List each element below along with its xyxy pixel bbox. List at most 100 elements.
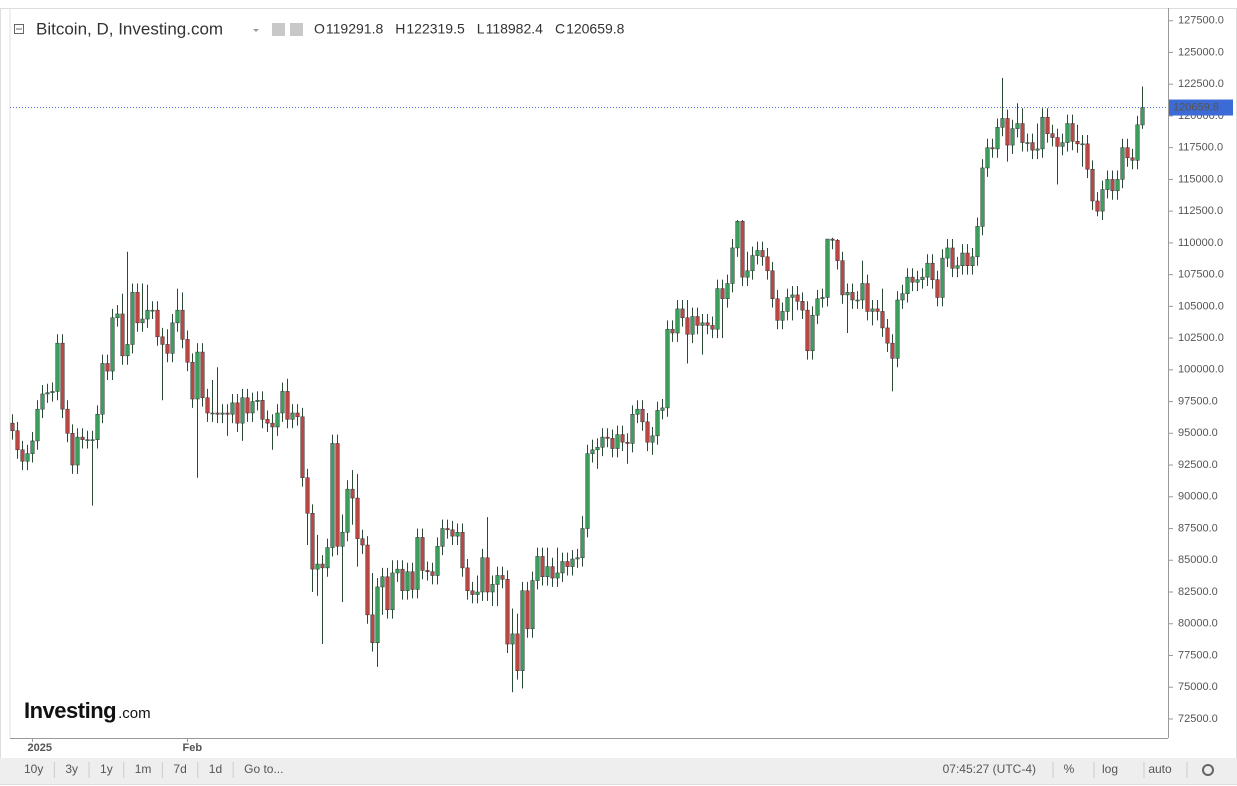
ohlc-key: C	[555, 21, 565, 37]
goto-button[interactable]: Go to...	[244, 762, 283, 776]
candle-body	[570, 558, 575, 567]
candle-body	[625, 441, 630, 444]
candle-body	[675, 308, 680, 334]
ohlc-key: H	[395, 21, 405, 37]
range-button[interactable]: 1m	[135, 762, 152, 776]
candle-body	[270, 422, 275, 428]
y-tick-label: 80000.0	[1178, 618, 1218, 630]
candle-body	[1035, 148, 1040, 151]
candle-body	[1055, 137, 1060, 147]
candle-body	[125, 344, 130, 357]
range-button[interactable]: 1d	[209, 762, 222, 776]
ohlc-value: 122319.5	[406, 21, 465, 37]
y-tick-label: 122500.0	[1178, 78, 1224, 90]
candle-body	[680, 308, 685, 319]
candle-body	[1085, 143, 1090, 170]
candle-body	[495, 575, 500, 585]
last-price-box	[1169, 99, 1233, 116]
candle-body	[840, 260, 845, 296]
candle-body	[485, 557, 490, 593]
candle-body	[775, 298, 780, 321]
candle-body	[620, 434, 625, 443]
candle-body	[35, 408, 40, 442]
candle-body	[890, 342, 895, 359]
option-button[interactable]: auto	[1148, 762, 1172, 776]
candle-body	[945, 247, 950, 259]
option-button[interactable]: log	[1102, 762, 1118, 776]
settings-icon[interactable]	[272, 23, 285, 36]
candle-body	[995, 127, 1000, 150]
candle-body	[880, 311, 885, 329]
candle-body	[300, 416, 305, 478]
candle-body	[435, 546, 440, 576]
candle-body	[190, 361, 195, 400]
candle-body	[565, 561, 570, 567]
y-tick-label: 107500.0	[1178, 269, 1224, 281]
y-tick-label: 105000.0	[1178, 300, 1224, 312]
y-tick-label: 102500.0	[1178, 332, 1224, 344]
settings-gear[interactable]	[1202, 764, 1214, 776]
collapse-icon[interactable]	[14, 24, 24, 34]
candle-body	[140, 318, 145, 324]
candle-body	[55, 342, 60, 392]
candle-body	[535, 556, 540, 581]
candle-body	[1070, 123, 1075, 142]
candle-body	[505, 579, 510, 645]
candle-body	[820, 297, 825, 299]
dropdown-icon[interactable]	[253, 29, 259, 32]
range-button[interactable]: 1y	[100, 762, 113, 776]
logo-suffix: .com	[118, 705, 151, 722]
range-button[interactable]: 7d	[173, 762, 186, 776]
candle-body	[95, 414, 100, 440]
candle-body	[395, 568, 400, 574]
candle-body	[210, 412, 215, 415]
candle-body	[865, 283, 870, 312]
y-tick-label: 97500.0	[1178, 395, 1218, 407]
candle-body	[905, 276, 910, 294]
candle-body	[245, 397, 250, 414]
x-tick-label: 2025	[28, 742, 52, 754]
candle-body	[225, 412, 230, 415]
candle-body	[985, 147, 990, 169]
candle-body	[350, 488, 355, 499]
candle-body	[630, 414, 635, 444]
candle-body	[855, 299, 860, 302]
candle-body	[380, 576, 385, 588]
candle-body	[185, 339, 190, 363]
candle-body	[285, 391, 290, 420]
candle-body	[50, 391, 55, 393]
candle-body	[110, 317, 115, 372]
candle-body	[615, 434, 620, 449]
candle-body	[790, 294, 795, 298]
candle-body	[70, 433, 75, 466]
candle-body	[670, 328, 675, 334]
candle-body	[815, 298, 820, 316]
candle-body	[305, 477, 310, 514]
candle-body	[990, 147, 995, 150]
close-icon[interactable]	[290, 23, 303, 36]
candle-body	[545, 566, 550, 578]
header: Bitcoin, D, Investing.com	[14, 19, 303, 38]
candle-body	[490, 584, 495, 593]
candle-body	[465, 567, 470, 591]
candle-body	[520, 590, 525, 671]
candle-body	[370, 614, 375, 644]
candle-body	[320, 563, 325, 569]
ohlc-value: 119291.8	[326, 21, 384, 37]
candle-body	[745, 270, 750, 278]
range-button[interactable]: 3y	[65, 762, 78, 776]
y-tick-label: 95000.0	[1178, 427, 1218, 439]
candle-body	[1080, 143, 1085, 146]
candle-body	[595, 447, 600, 451]
candle-body	[85, 439, 90, 441]
candle-body	[960, 252, 965, 266]
option-button[interactable]: %	[1064, 762, 1075, 776]
candle-body	[540, 556, 545, 578]
range-button[interactable]: 10y	[24, 762, 43, 776]
candle-body	[895, 299, 900, 359]
candle-body	[510, 633, 515, 645]
candle-body	[150, 309, 155, 312]
candle-body	[25, 453, 30, 462]
candle-body	[650, 435, 655, 443]
candle-body	[455, 532, 460, 537]
